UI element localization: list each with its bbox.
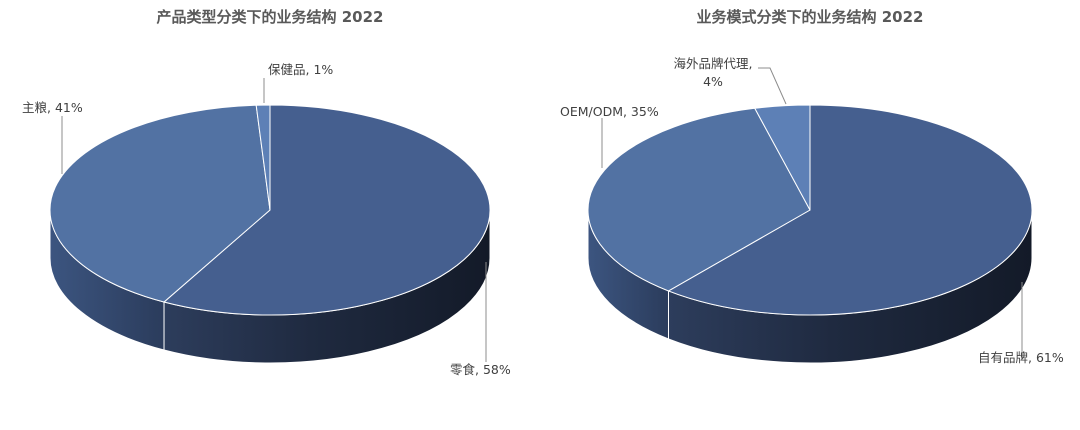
pie-slice-top	[587, 107, 811, 292]
chart-title: 产品类型分类下的业务结构 2022	[157, 8, 384, 26]
leader-line	[758, 67, 787, 105]
slice-label-overseas-line1: 海外品牌代理,	[674, 56, 753, 71]
pie-product-type	[49, 104, 491, 364]
slice-label-staple: 主粮, 41%	[22, 100, 83, 115]
chart-product-type: 产品类型分类下的业务结构 2022 主粮, 41% 保健品, 1% 零食, 58…	[22, 8, 511, 377]
slice-label-overseas-line2: 4%	[703, 74, 723, 89]
chart-business-model: 业务模式分类下的业务结构 2022 OEM/ODM, 35% 海外品牌代理, 4…	[560, 8, 1064, 365]
slice-label-own-brand: 自有品牌, 61%	[978, 350, 1064, 365]
pie-slice-top	[667, 104, 1033, 316]
chart-title: 业务模式分类下的业务结构 2022	[697, 8, 924, 26]
pie-business-model	[587, 104, 1033, 364]
slice-label-health: 保健品, 1%	[268, 62, 333, 77]
slice-label-snack: 零食, 58%	[450, 362, 511, 377]
pie-slice-top	[162, 104, 491, 316]
pie-slice-top	[255, 104, 271, 211]
slice-label-oem: OEM/ODM, 35%	[560, 104, 659, 119]
pie-slice-top	[754, 104, 811, 211]
pie-slice-top	[49, 104, 271, 303]
